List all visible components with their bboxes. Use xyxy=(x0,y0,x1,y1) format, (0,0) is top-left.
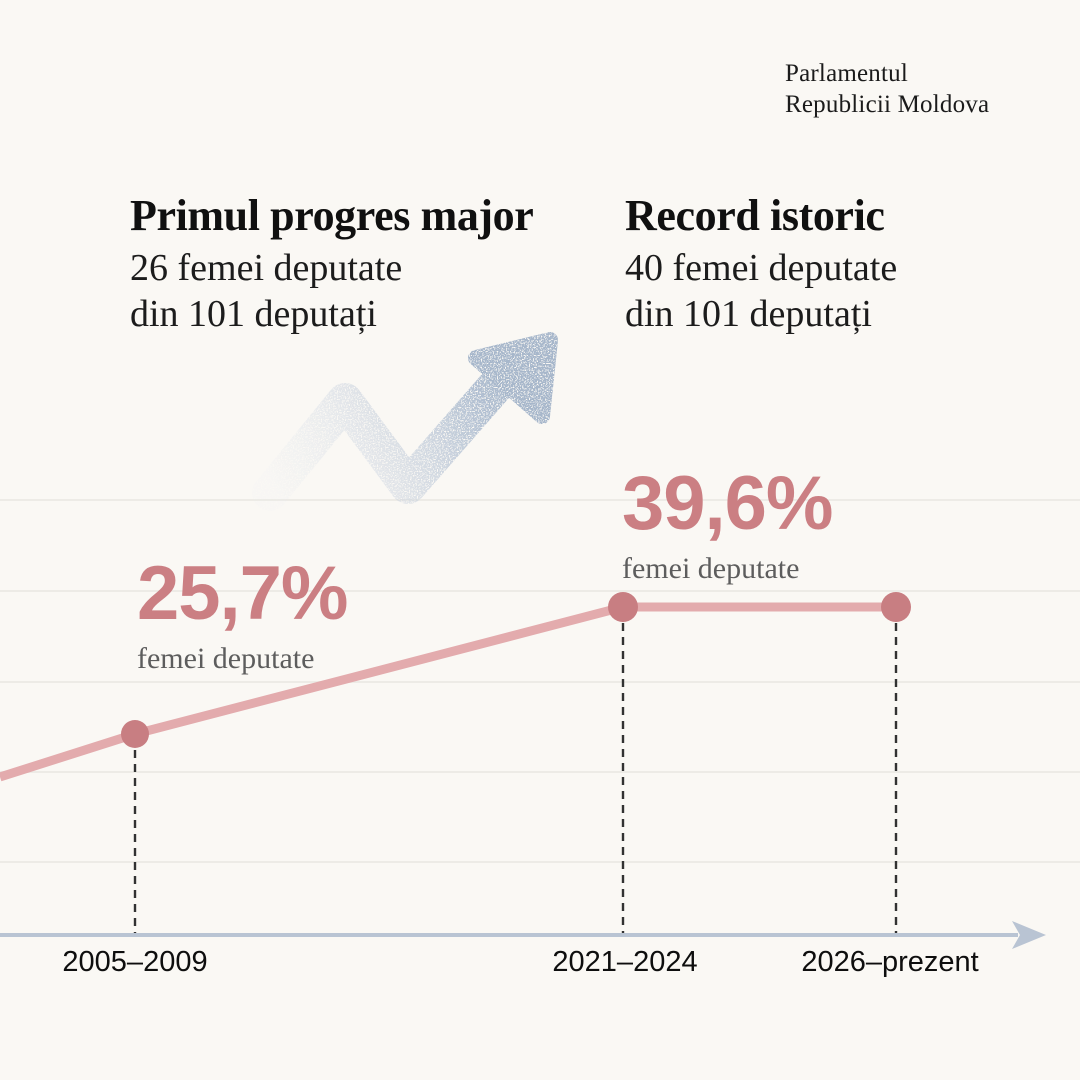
percent-value: 25,7% xyxy=(137,551,348,636)
brand-logo: Parlamentul Republicii Moldova xyxy=(785,58,989,120)
brand-line-1: Parlamentul xyxy=(785,60,909,87)
x-tick-2021-2024: 2021–2024 xyxy=(552,946,698,978)
data-point-2005-2009 xyxy=(121,720,149,748)
annotation-title: Primul progres major xyxy=(130,191,534,240)
gridlines xyxy=(0,499,1080,863)
annotation-line-2: din 101 deputați xyxy=(625,292,872,335)
callout-39-6: 39,6% femei deputate xyxy=(622,466,833,586)
trend-arrow-icon xyxy=(252,332,558,511)
x-axis-arrowhead-icon xyxy=(1012,921,1046,949)
percent-caption: femei deputate xyxy=(622,552,800,585)
percent-value: 39,6% xyxy=(622,461,833,546)
annotation-line-1: 40 femei deputate xyxy=(625,247,898,290)
x-axis xyxy=(0,921,1046,949)
data-point-2026-prezent xyxy=(881,592,911,622)
brand-line-2: Republicii Moldova xyxy=(785,91,990,118)
data-point-2021-2024 xyxy=(608,592,638,622)
data-points xyxy=(121,592,911,748)
trend-line xyxy=(0,602,896,782)
percent-caption: femei deputate xyxy=(137,642,315,675)
annotation-first-progress: Primul progres major 26 femei deputate d… xyxy=(130,191,534,338)
annotation-line-2: din 101 deputați xyxy=(130,292,377,335)
annotation-line-1: 26 femei deputate xyxy=(130,247,403,290)
callout-25-7: 25,7% femei deputate xyxy=(137,556,348,676)
annotation-record: Record istoric 40 femei deputate din 101… xyxy=(625,191,898,338)
x-tick-2026-prezent: 2026–prezent xyxy=(801,946,979,978)
annotation-title: Record istoric xyxy=(625,191,885,240)
x-tick-2005-2009: 2005–2009 xyxy=(62,946,208,978)
droplines xyxy=(133,623,898,933)
